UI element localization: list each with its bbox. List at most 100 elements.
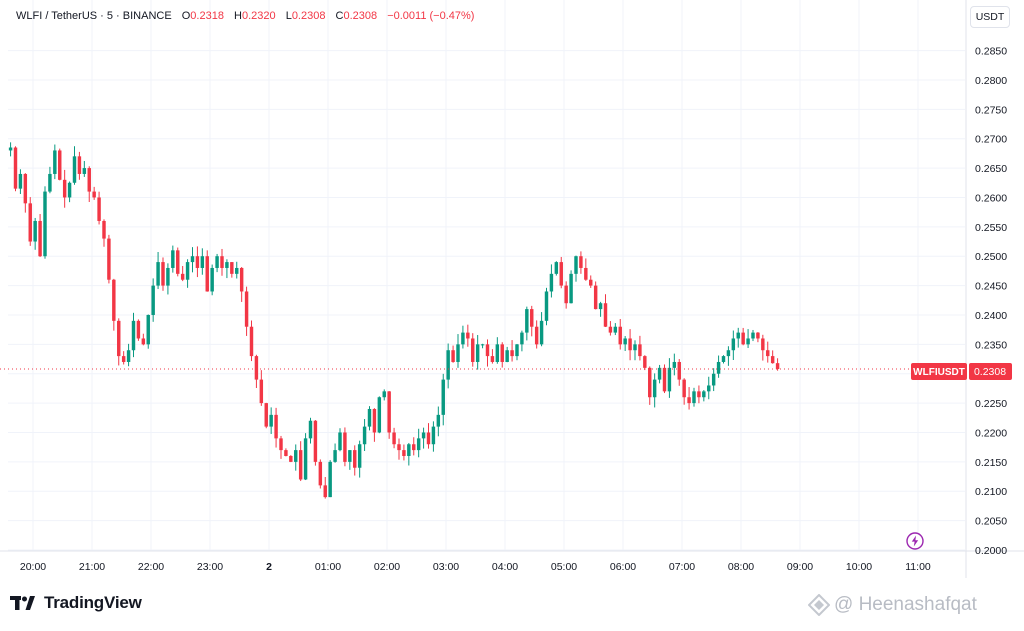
- candle: [579, 251, 583, 274]
- candle: [672, 353, 677, 376]
- candle-body: [775, 363, 780, 370]
- candle-body: [534, 326, 539, 345]
- candle-body: [441, 379, 445, 415]
- candle: [328, 460, 332, 498]
- close-value: 0.2308: [343, 10, 378, 22]
- time-tick-label: 03:00: [433, 561, 459, 573]
- candle-body: [121, 356, 126, 362]
- price-tag-value: 0.2308: [974, 366, 1006, 378]
- time-tick-label: 01:00: [315, 561, 341, 573]
- candle-body: [58, 150, 62, 180]
- tradingview-logo[interactable]: TradingView: [10, 593, 142, 613]
- time-axis[interactable]: 20:00 21:00 22:00 23:00 2 01:00 02:00 03:00 04:0…: [20, 561, 931, 573]
- candle-body: [48, 173, 52, 192]
- candle: [121, 351, 126, 365]
- candle-body: [362, 426, 367, 445]
- candle-body: [716, 361, 721, 374]
- candle: [618, 318, 622, 350]
- candle: [608, 321, 613, 336]
- candle: [161, 257, 165, 291]
- watermark-logo-icon: [808, 594, 830, 616]
- candle-body: [466, 332, 470, 339]
- candle-body: [77, 156, 82, 174]
- candle-body: [176, 250, 180, 274]
- candle-body: [53, 150, 57, 174]
- candle-body: [652, 379, 657, 398]
- symbol-title[interactable]: WLFI / TetherUS · 5 · BINANCE: [16, 10, 172, 22]
- candle-body: [736, 332, 740, 339]
- candle: [426, 423, 431, 449]
- candle-body: [387, 391, 391, 433]
- price-tick-label: 0.2750: [975, 104, 1007, 116]
- time-tick-label: 23:00: [197, 561, 223, 573]
- candle-body: [156, 262, 160, 286]
- candle: [471, 333, 475, 367]
- candle-body: [126, 350, 131, 362]
- candle: [416, 428, 421, 458]
- candle: [574, 255, 578, 282]
- lightning-icon[interactable]: [906, 532, 924, 550]
- candle: [87, 166, 91, 203]
- candle-body: [613, 326, 618, 333]
- candle-body: [230, 262, 234, 274]
- candle-body: [505, 350, 509, 362]
- candle: [667, 358, 672, 398]
- candle-body: [23, 173, 28, 204]
- candle: [711, 368, 716, 392]
- candle-body: [348, 450, 352, 462]
- candle-body: [421, 432, 426, 439]
- candle-body: [564, 285, 568, 304]
- candle-body: [289, 455, 293, 462]
- price-axis[interactable]: 0.2850 0.2800 0.2750 0.2700 0.2650 0.2600 0.25…: [975, 46, 1007, 557]
- time-tick-label: 11:00: [905, 561, 931, 573]
- candle-body: [711, 373, 716, 386]
- candle-body: [8, 147, 13, 151]
- candle-body: [741, 332, 745, 345]
- candle: [702, 390, 706, 402]
- candle-body: [92, 191, 96, 198]
- close-label: C: [335, 10, 344, 22]
- candle-body: [446, 350, 450, 380]
- candle-body: [431, 426, 436, 445]
- candle-body: [333, 450, 337, 462]
- candle-body: [539, 320, 544, 345]
- candle-body: [18, 173, 23, 189]
- candle: [431, 421, 436, 452]
- candle: [92, 186, 96, 200]
- candle: [770, 350, 775, 364]
- candle: [657, 364, 662, 384]
- candle: [510, 340, 514, 362]
- price-tick-label: 0.2700: [975, 134, 1007, 146]
- candle: [633, 340, 637, 361]
- candle-body: [525, 309, 529, 333]
- candle: [215, 253, 219, 273]
- candle: [397, 438, 401, 460]
- candle-body: [284, 450, 288, 456]
- candle: [112, 278, 116, 331]
- candle: [82, 160, 87, 177]
- candle: [382, 389, 386, 401]
- currency-button[interactable]: USDT: [970, 6, 1010, 28]
- candle: [239, 267, 244, 302]
- candle-body: [761, 338, 765, 351]
- candle-body: [225, 262, 229, 268]
- candle: [746, 329, 750, 348]
- candle-body: [593, 285, 598, 310]
- candle-body: [495, 344, 500, 362]
- candle-body: [254, 356, 259, 380]
- candle-body: [766, 350, 770, 357]
- candle: [407, 442, 411, 466]
- candle-body: [672, 361, 677, 368]
- candle-body: [72, 156, 77, 183]
- candle: [402, 444, 406, 461]
- candle: [176, 247, 180, 277]
- candle-body: [628, 338, 632, 351]
- time-tick-label: 05:00: [551, 561, 577, 573]
- candle: [348, 450, 352, 470]
- candle: [279, 435, 283, 459]
- candle-body: [603, 303, 608, 327]
- candle-body: [328, 461, 332, 498]
- candle: [53, 144, 57, 180]
- candle: [190, 247, 195, 273]
